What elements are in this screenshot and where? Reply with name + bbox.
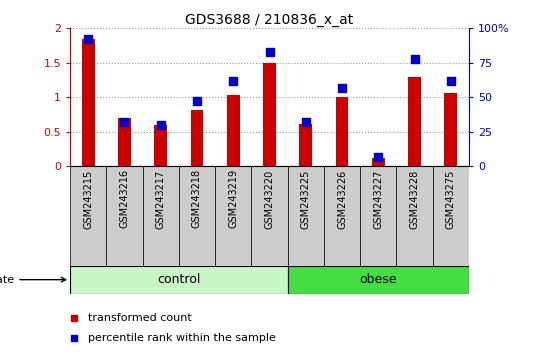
Bar (445, 92, 457, 166)
Text: GSM243220: GSM243220 (265, 169, 274, 229)
Point (84, 36, 93, 42)
Point (410, 56, 419, 62)
Text: control: control (157, 273, 201, 286)
Text: GSM243219: GSM243219 (228, 169, 238, 228)
Bar (396, 166, 433, 266)
Bar (360, 166, 396, 266)
Bar (82, 39, 94, 166)
Bar (288, 166, 324, 266)
Text: transformed count: transformed count (88, 313, 192, 323)
Text: GSM243228: GSM243228 (410, 169, 419, 229)
Bar (433, 166, 469, 266)
Point (301, 30, 310, 36)
Bar (408, 76, 421, 166)
Bar (300, 124, 312, 166)
Text: GSM243217: GSM243217 (156, 169, 165, 229)
Point (374, 154, 383, 160)
Bar (324, 166, 360, 266)
Text: GSM243225: GSM243225 (301, 169, 311, 229)
Bar (215, 166, 251, 266)
Text: GSM243218: GSM243218 (192, 169, 202, 228)
Bar (118, 118, 131, 166)
Bar (336, 97, 348, 166)
Bar (70, 266, 288, 294)
Point (120, 119, 129, 125)
Point (301, 119, 310, 125)
Text: disease state: disease state (0, 275, 66, 285)
Bar (106, 166, 143, 266)
Point (446, 78, 455, 84)
Bar (288, 266, 469, 294)
Bar (227, 95, 240, 166)
Point (229, 78, 238, 84)
Text: obese: obese (360, 273, 397, 286)
Point (156, 122, 165, 128)
Bar (70, 166, 106, 266)
Bar (251, 166, 288, 266)
Point (338, 85, 347, 91)
Text: GSM243215: GSM243215 (83, 169, 93, 229)
Bar (263, 63, 276, 166)
Text: GSM243216: GSM243216 (120, 169, 129, 228)
Text: GSM243275: GSM243275 (446, 169, 456, 229)
Bar (143, 166, 179, 266)
Bar (179, 166, 215, 266)
Text: GSM243226: GSM243226 (337, 169, 347, 229)
Text: GSM243227: GSM243227 (374, 169, 383, 229)
Point (301, 210, 310, 216)
Bar (154, 125, 167, 166)
Point (192, 99, 201, 104)
Text: percentile rank within the sample: percentile rank within the sample (88, 333, 276, 343)
Bar (191, 110, 203, 166)
Point (265, 49, 274, 55)
Title: GDS3688 / 210836_x_at: GDS3688 / 210836_x_at (185, 13, 354, 27)
Bar (372, 158, 385, 166)
